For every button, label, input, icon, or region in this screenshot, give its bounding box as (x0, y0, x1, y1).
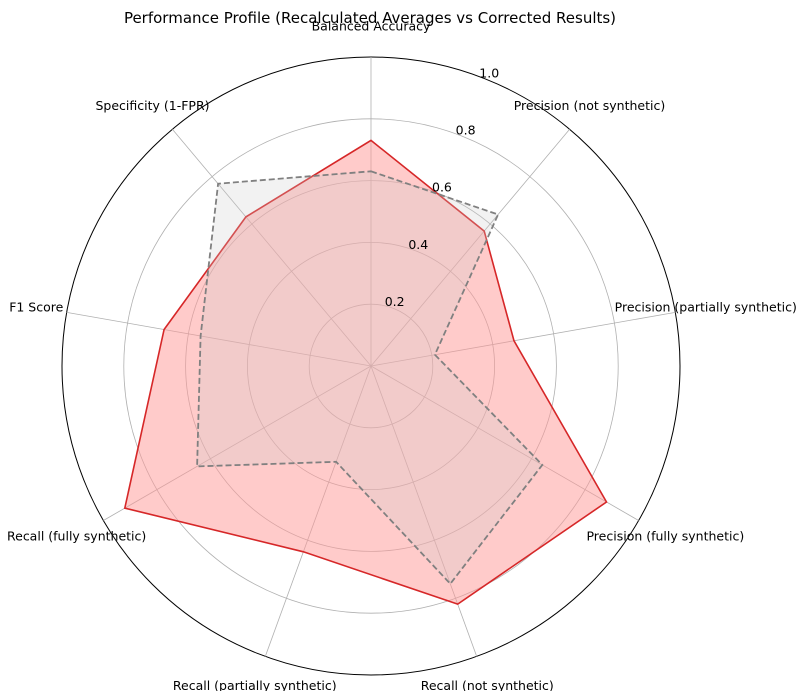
radial-tick-0-8: 0.8 (456, 123, 476, 138)
axis-label-f1-score: F1 Score (9, 299, 63, 314)
series-0-area (124, 140, 607, 605)
series-1-dashed (196, 170, 544, 586)
axis-label-precision-fully-synthetic: Precision (fully synthetic) (586, 528, 744, 543)
radial-tick-labels: 0.2 0.4 0.6 0.8 1.0 (385, 66, 500, 309)
series-1-line (196, 170, 544, 586)
series-1-area (197, 171, 543, 584)
radial-tick-1-0: 1.0 (479, 66, 499, 81)
axis-label-balanced-accuracy: Balanced Accuracy (312, 19, 431, 34)
axis-label-precision-partially-synthetic: Precision (partially synthetic) (615, 299, 797, 314)
axis-label-recall-partially-synthetic: Recall (partially synthetic) (173, 678, 337, 691)
axis-labels: Balanced Accuracy Precision (not syntheti… (7, 19, 797, 691)
chart-title: Performance Profile (Recalculated Averag… (124, 9, 616, 27)
series-layer (123, 139, 608, 605)
axis-label-recall-not-synthetic: Recall (not synthetic) (421, 678, 554, 691)
series-0-solid (123, 139, 608, 605)
radial-tick-0-6: 0.6 (432, 180, 452, 195)
axis-label-specificity-1-fpr: Specificity (1-FPR) (96, 98, 210, 113)
radial-tick-0-2: 0.2 (385, 294, 405, 309)
radial-tick-0-4: 0.4 (408, 237, 428, 252)
series-0-line (123, 139, 608, 605)
axis-label-recall-fully-synthetic: Recall (fully synthetic) (7, 528, 146, 543)
axis-label-precision-not-synthetic: Precision (not synthetic) (514, 98, 666, 113)
